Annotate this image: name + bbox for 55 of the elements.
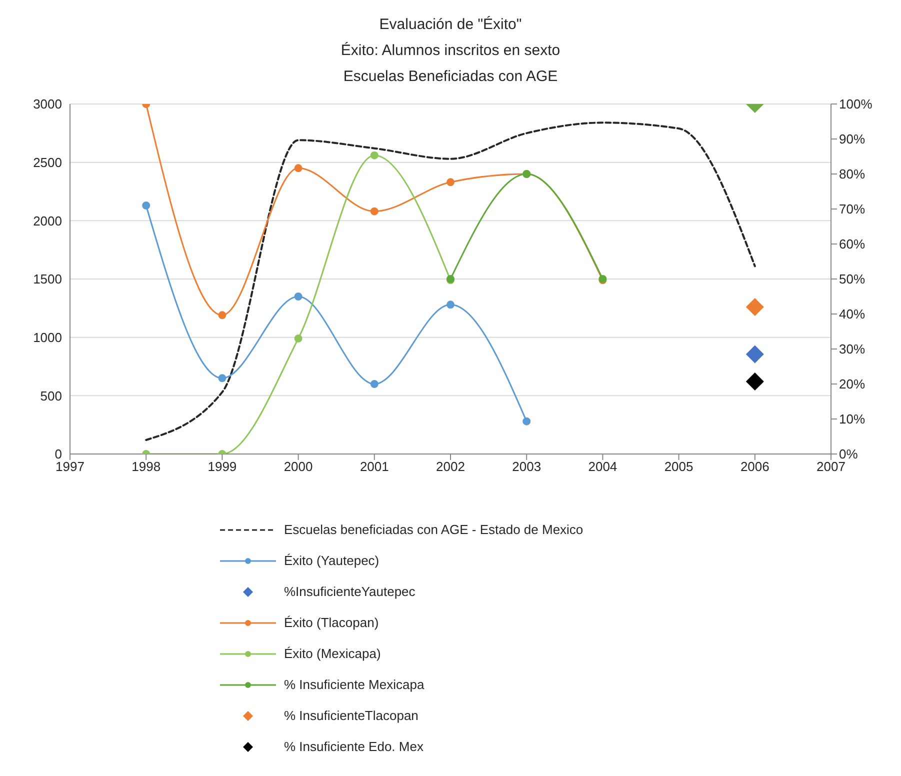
y2-tick-label: 50% [839,272,866,287]
point [142,202,150,210]
y-tick-label: 3000 [33,96,62,112]
y2-tick-label: 10% [839,412,866,427]
point [370,207,378,216]
point [522,417,531,426]
point [294,292,302,300]
y2-tick-label: 100% [839,96,873,112]
point [746,372,764,391]
x-tick-label: 2000 [284,459,313,474]
legend-label: Éxito (Tlacopan) [284,615,379,630]
legend-label: % InsuficienteTlacopan [284,708,418,723]
point [294,164,302,172]
legend-label: % Insuficiente Mexicapa [284,677,424,692]
y-tick-label: 0 [54,446,62,462]
x-tick-label: 2005 [664,459,694,474]
x-tick-label: 2007 [816,459,846,474]
point [218,311,226,320]
x-tick-label: 1999 [208,459,237,474]
legend-label: % Insuficiente Edo. Mex [284,739,424,754]
x-tick-label: 2001 [360,459,389,474]
legend-label: Éxito (Mexicapa) [284,646,381,661]
y-tick-label: 2000 [33,213,62,228]
x-tick-label: 2002 [436,459,465,474]
y2-tick-label: 0% [839,446,858,462]
x-tick-label: 2004 [588,459,618,474]
y2-tick-label: 40% [839,306,866,322]
point [294,334,302,342]
legend-label: Éxito (Yautepec) [284,553,380,568]
point [370,151,378,160]
y-tick-label: 2500 [33,154,62,170]
point [370,380,378,388]
point [446,300,454,309]
y2-tick-label: 30% [839,342,866,357]
point [746,298,764,316]
legend-label: Escuelas beneficiadas con AGE - Estado de Mexico [284,522,584,537]
point [446,178,454,186]
x-tick-label: 2003 [512,459,542,474]
line-series [145,122,756,441]
x-tick-label: 2006 [740,459,770,474]
legend-label: %InsuficienteYautepec [284,584,416,599]
chart-subtitle: Éxito: Alumnos inscritos en sexto Escuelas Beneficiadas con AGE [340,41,562,87]
x-tick-label: 1997 [56,459,84,474]
point [746,345,764,364]
y2-tick-label: 80% [839,166,866,182]
y-tick-label: 500 [40,388,62,404]
y2-tick-label: 70% [839,202,866,217]
point [218,374,226,382]
y2-tick-label: 90% [839,132,866,147]
y-tick-label: 1500 [33,272,62,287]
y-tick-label: 1000 [33,330,62,345]
y2-tick-label: 20% [839,376,866,392]
x-tick-label: 1998 [132,459,161,474]
chart-title: Evaluación de "Éxito" [378,15,523,35]
y2-tick-label: 60% [839,236,866,252]
